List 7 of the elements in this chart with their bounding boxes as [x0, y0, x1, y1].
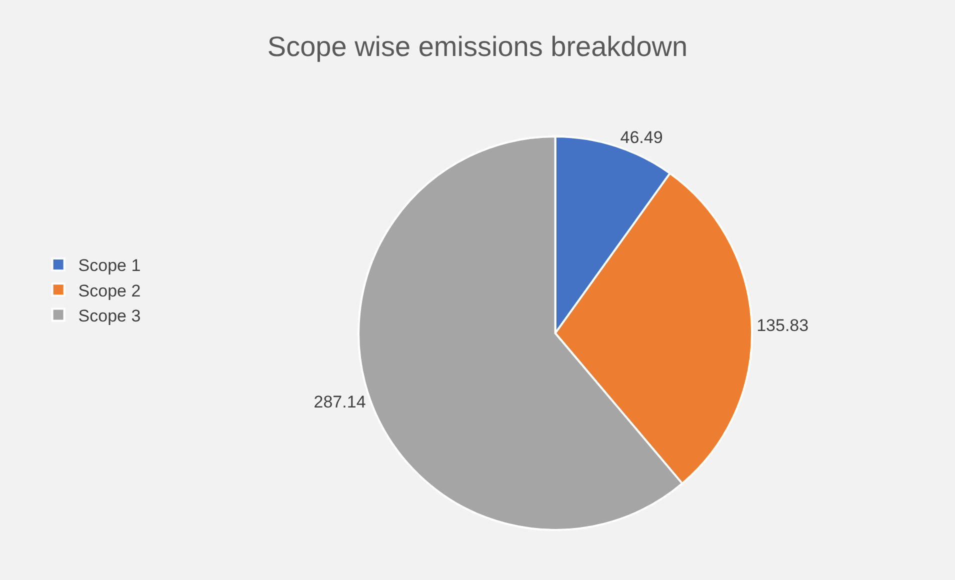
legend-label: Scope 1: [78, 256, 141, 276]
legend-label: Scope 2: [78, 281, 141, 300]
data-label: 135.83: [756, 316, 809, 335]
data-label: 46.49: [620, 128, 663, 147]
data-label: 287.14: [314, 392, 366, 412]
legend-label: Scope 3: [78, 306, 141, 326]
chart-title: Scope wise emissions breakdown: [267, 31, 688, 62]
